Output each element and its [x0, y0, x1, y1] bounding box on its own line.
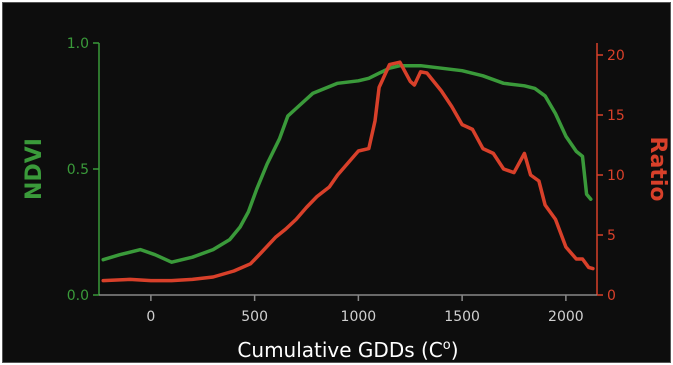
left-y-tick-label: 0.0 — [67, 288, 89, 304]
x-tick-label: 1500 — [444, 309, 480, 325]
ratio-series-line — [101, 60, 595, 283]
ndvi-ratio-chart: 0.0 0.5 1.0 0 5 10 15 20 0 500 1000 1500 2000 NDVI… — [22, 36, 670, 362]
right-y-tick-label: 20 — [607, 48, 625, 64]
right-y-tick-label: 15 — [607, 108, 625, 124]
left-y-ticks: 0.0 0.5 1.0 — [67, 36, 99, 304]
right-y-tick-label: 5 — [607, 228, 616, 244]
right-y-axis-label: Ratio — [645, 137, 670, 202]
x-tick-label: 1000 — [341, 309, 377, 325]
right-y-ticks: 0 5 10 15 20 — [597, 48, 625, 304]
left-y-tick-label: 0.5 — [67, 162, 89, 178]
left-y-tick-label: 1.0 — [67, 36, 89, 52]
right-y-tick-label: 10 — [607, 168, 625, 184]
series-layer — [101, 60, 595, 283]
x-tick-label: 2000 — [548, 309, 584, 325]
x-axis-label-close: ) — [451, 338, 459, 362]
x-ticks: 0 500 1000 1500 2000 — [146, 295, 584, 325]
x-axis-label-superscript: o — [443, 338, 451, 353]
x-tick-label: 500 — [241, 309, 268, 325]
x-tick-label: 0 — [146, 309, 155, 325]
x-axis-label-main: Cumulative GDDs (C — [237, 338, 442, 362]
ndvi-series-line — [101, 63, 593, 264]
left-y-axis-label: NDVI — [22, 138, 47, 200]
right-y-tick-label: 0 — [607, 288, 616, 304]
x-axis-label: Cumulative GDDs (Co) — [237, 338, 458, 362]
